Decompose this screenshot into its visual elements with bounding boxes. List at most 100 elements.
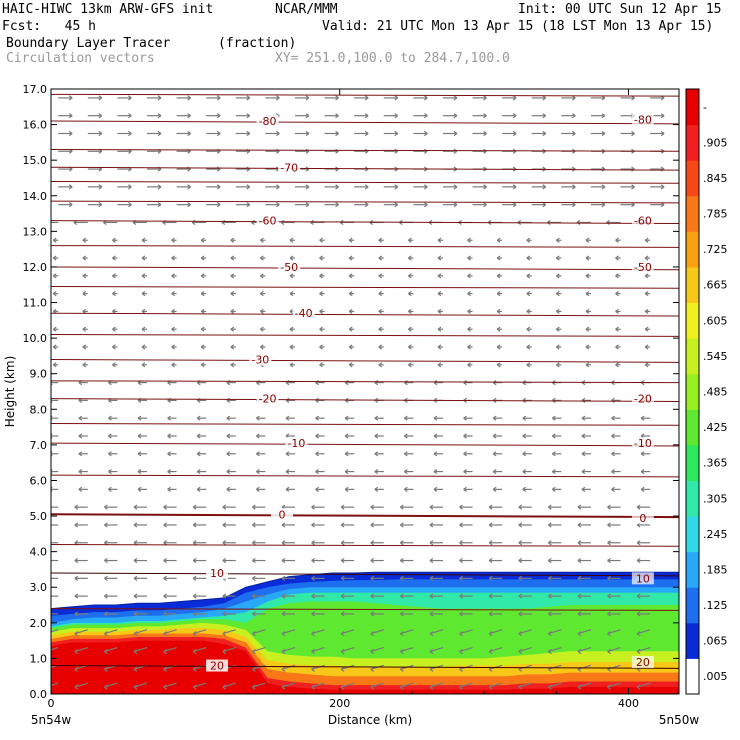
vector-head: [276, 130, 280, 137]
vector-head: [104, 522, 108, 528]
vector-arrow: [488, 629, 503, 637]
vector-shaft: [311, 629, 325, 635]
vector-arrow: [82, 362, 88, 368]
isotherm-label-bg: [278, 260, 301, 273]
vector-arrow: [171, 344, 177, 350]
vector-head: [82, 362, 87, 368]
vector-head: [577, 593, 582, 599]
vector-head: [226, 433, 231, 439]
vector-arrow: [400, 611, 414, 617]
vector-head: [311, 611, 315, 617]
vector-arrow: [404, 468, 414, 475]
vector-arrow: [176, 95, 191, 101]
vector-head: [311, 504, 315, 510]
vector-arrow: [555, 291, 562, 297]
vector-arrow: [51, 646, 59, 651]
vector-arrow: [472, 184, 487, 190]
vector-shaft: [607, 682, 621, 688]
vector-head: [400, 575, 404, 581]
vector-arrow: [294, 113, 310, 119]
vector-head: [429, 631, 434, 637]
vector-head: [463, 433, 467, 439]
vector-head: [141, 255, 146, 261]
vector-head: [429, 575, 434, 581]
vector-head: [252, 684, 256, 690]
vector-shaft: [459, 646, 473, 653]
vector-head: [200, 237, 205, 243]
vector-head: [488, 684, 493, 690]
vector-arrow: [400, 522, 414, 528]
vector-arrow: [488, 611, 503, 617]
vector-shaft: [400, 646, 414, 653]
vector-arrow: [171, 362, 177, 368]
vector-head: [370, 593, 375, 599]
vector-arrow: [252, 522, 266, 528]
vector-head: [82, 255, 87, 261]
vector-head: [335, 113, 339, 119]
vector-head: [644, 344, 649, 350]
vector-head: [370, 631, 375, 637]
vector-arrow: [117, 202, 132, 208]
vector-shaft: [281, 664, 296, 670]
vector-arrow: [437, 237, 443, 243]
model-title: HAIC-HIWC 13km ARW-GFS init: [2, 2, 214, 17]
cross-section-endpoints: XY= 251.0,100.0 to 284.7,100.0: [275, 51, 510, 66]
vector-arrow: [112, 362, 118, 368]
vector-arrow: [636, 682, 651, 690]
vector-head: [133, 575, 138, 581]
vector-head: [252, 522, 256, 528]
vector-arrow: [526, 362, 532, 368]
vector-head: [551, 486, 556, 492]
vector-arrow: [404, 451, 414, 457]
vector-shaft: [281, 629, 296, 635]
vector-head: [252, 648, 256, 655]
vector-head: [518, 557, 523, 564]
vector-arrow: [378, 344, 384, 350]
vector-arrow: [265, 130, 280, 137]
vector-head: [601, 184, 606, 190]
vector-arrow: [442, 184, 458, 190]
vector-head: [640, 451, 645, 457]
vector-head: [319, 344, 323, 350]
vector-arrow: [230, 237, 236, 243]
vector-head: [192, 593, 197, 599]
vector-arrow: [526, 273, 532, 279]
vector-head: [374, 486, 379, 492]
vector-arrow: [467, 362, 473, 368]
vector-arrow: [374, 415, 384, 421]
vector-arrow: [133, 540, 148, 546]
colorbar-swatch: [686, 444, 699, 481]
vector-arrow: [74, 522, 88, 528]
vector-arrow: [644, 308, 651, 315]
vector-head: [644, 362, 649, 368]
vector-head: [315, 451, 319, 457]
vector-arrow: [176, 202, 191, 208]
vector-head: [216, 184, 221, 190]
vector-head: [644, 273, 649, 279]
vector-head: [555, 362, 560, 368]
vector-head: [467, 237, 471, 243]
vector-head: [216, 202, 221, 208]
vector-arrow: [378, 255, 384, 261]
vector-arrow: [561, 166, 576, 172]
vector-head: [104, 666, 108, 672]
vector-arrow: [547, 629, 562, 637]
vector-arrow: [281, 664, 296, 672]
vector-arrow: [636, 557, 651, 564]
vector-arrow: [551, 486, 562, 492]
vector-head: [187, 95, 191, 101]
vector-arrow: [319, 255, 325, 261]
vector-head: [660, 113, 665, 119]
vector-arrow: [644, 273, 651, 279]
vector-head: [112, 273, 116, 279]
vector-head: [607, 557, 611, 564]
vector-head: [378, 255, 383, 261]
vector-head: [404, 433, 408, 439]
vector-head: [437, 308, 442, 315]
vector-arrow: [200, 291, 207, 297]
vector-arrow: [51, 468, 59, 475]
isotherm-10: [51, 572, 679, 577]
vector-arrow: [285, 451, 295, 457]
vector-shaft: [370, 682, 384, 688]
vector-head: [187, 184, 191, 190]
